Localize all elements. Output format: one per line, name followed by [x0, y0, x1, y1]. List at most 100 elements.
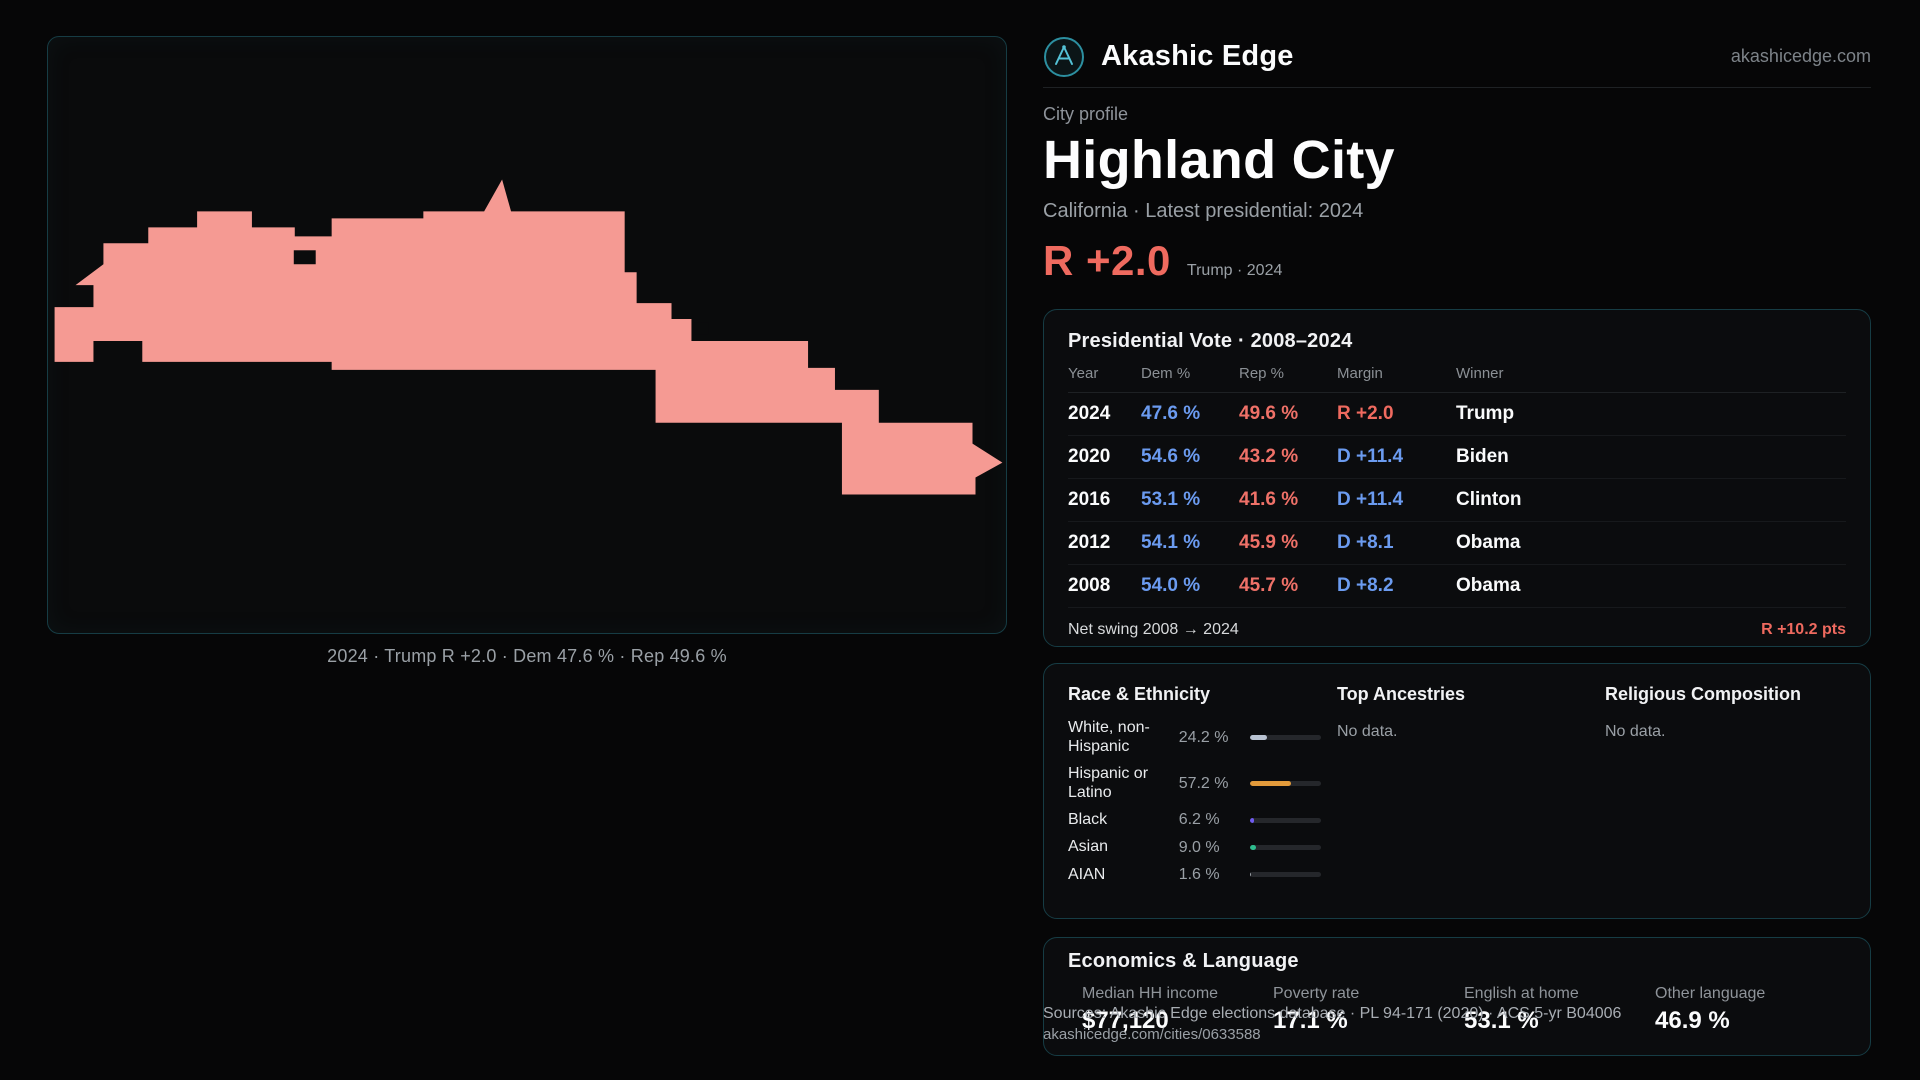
footer-sources: Sources: Akashic Edge elections database…: [1043, 1005, 1622, 1022]
stat-value: 17.1 %: [1273, 1007, 1348, 1035]
race-value: 57.2 %: [1178, 774, 1229, 792]
demographics-panel: Race & Ethnicity White, non-Hispanic 24.…: [1043, 663, 1871, 920]
vote-rep: 45.7 %: [1239, 575, 1299, 597]
city-title: Highland City: [1043, 130, 1395, 190]
stat-label: English at home: [1464, 985, 1579, 1003]
brand-logo-icon: [1044, 36, 1084, 77]
col-winner: Winner: [1456, 365, 1504, 383]
stat-value: $77,120: [1082, 1007, 1169, 1035]
vote-row: 2008 54.0 % 45.7 % D +8.2 Obama: [1068, 565, 1846, 609]
col-margin: Margin: [1337, 365, 1383, 383]
race-row: White, non-Hispanic 24.2 %: [1068, 719, 1321, 756]
race-label: AIAN: [1068, 865, 1106, 883]
race-bar: [1249, 872, 1321, 878]
vote-dem: 53.1 %: [1141, 489, 1201, 511]
header: Akashic Edge akashicedge.com: [1043, 36, 1871, 88]
vote-row: 2020 54.6 % 43.2 % D +11.4 Biden: [1068, 436, 1846, 480]
vote-row: 2012 54.1 % 45.9 % D +8.1 Obama: [1068, 522, 1846, 566]
stat-label: Median HH income: [1082, 985, 1219, 1003]
headline-margin-row: R +2.0 Trump · 2024: [1043, 237, 1871, 295]
stat-other-language: Other language 46.9 %: [1655, 985, 1846, 1035]
vote-winner: Trump: [1456, 403, 1515, 425]
vote-year: 2008: [1068, 575, 1111, 597]
vote-margin: D +8.1: [1337, 532, 1394, 554]
religion-no-data: No data.: [1605, 723, 1666, 741]
vote-dem: 54.6 %: [1141, 446, 1201, 468]
stat-value: 46.9 %: [1655, 1007, 1730, 1035]
race-label: Asian: [1068, 838, 1109, 856]
headline-margin-note: Trump · 2024: [1186, 262, 1283, 280]
map-hole: [694, 322, 709, 335]
city-map: [54, 179, 1003, 495]
vote-margin: D +11.4: [1337, 446, 1404, 468]
stat-value: 53.1 %: [1464, 1007, 1539, 1035]
presidential-vote-panel: Presidential Vote · 2008–2024 Year Dem %…: [1043, 309, 1871, 648]
city-shape: [54, 179, 1003, 495]
religious-composition-title: Religious Composition: [1605, 684, 1801, 705]
vote-rep: 41.6 %: [1239, 489, 1299, 511]
stat-english-at-home: English at home 53.1 %: [1464, 985, 1655, 1035]
economics-title: Economics & Language: [1068, 950, 1299, 973]
col-year: Year: [1068, 365, 1099, 383]
vote-margin: D +11.4: [1337, 489, 1404, 511]
vote-year: 2024: [1068, 403, 1111, 425]
race-value: 1.6 %: [1178, 865, 1220, 883]
vote-dem: 54.0 %: [1141, 575, 1201, 597]
city-subtitle: California · Latest presidential: 2024: [1043, 200, 1364, 223]
top-ancestries-title: Top Ancestries: [1337, 684, 1466, 705]
brand-name: Akashic Edge: [1101, 40, 1294, 72]
race-row: Hispanic or Latino 57.2 %: [1068, 765, 1321, 802]
top-ancestries-column: Top Ancestries No data.: [1337, 684, 1605, 898]
vote-dem: 47.6 %: [1141, 403, 1201, 425]
brand-domain-link[interactable]: akashicedge.com: [1730, 46, 1871, 66]
net-swing-label: Net swing 2008 → 2024: [1068, 621, 1239, 639]
race-ethnicity-column: Race & Ethnicity White, non-Hispanic 24.…: [1068, 684, 1337, 898]
headline-margin: R +2.0: [1043, 237, 1171, 285]
ancestries-no-data: No data.: [1337, 723, 1398, 741]
map-hole: [293, 250, 316, 265]
race-row: AIAN 1.6 %: [1068, 866, 1321, 884]
vote-row: 2024 47.6 % 49.6 % R +2.0 Trump: [1068, 393, 1846, 437]
race-row: Black 6.2 %: [1068, 811, 1321, 829]
economics-stats: Median HH income $77,120 Poverty rate 17…: [1068, 985, 1846, 1035]
net-swing-row: Net swing 2008 → 2024 R +10.2 pts: [1068, 608, 1846, 643]
right-column: Akashic Edge akashicedge.com City profil…: [1043, 36, 1871, 1057]
stat-label: Poverty rate: [1273, 985, 1360, 1003]
race-label: White, non-Hispanic: [1068, 719, 1150, 755]
net-swing-value: R +10.2 pts: [1761, 621, 1846, 639]
vote-dem: 54.1 %: [1141, 532, 1201, 554]
race-ethnicity-title: Race & Ethnicity: [1068, 684, 1211, 705]
race-value: 6.2 %: [1178, 811, 1220, 829]
stat-poverty-rate: Poverty rate 17.1 %: [1273, 985, 1464, 1035]
race-value: 24.2 %: [1178, 728, 1229, 746]
vote-table-header: Year Dem % Rep % Margin Winner: [1068, 365, 1846, 394]
vote-year: 2016: [1068, 489, 1111, 511]
race-bar: [1249, 817, 1321, 823]
page-kicker: City profile: [1043, 104, 1129, 124]
vote-rep: 49.6 %: [1239, 403, 1299, 425]
stat-label: Other language: [1655, 985, 1766, 1003]
footer: Sources: Akashic Edge elections database…: [1043, 1003, 1621, 1045]
vote-year: 2020: [1068, 446, 1111, 468]
vote-rep: 45.9 %: [1239, 532, 1299, 554]
footer-permalink[interactable]: akashicedge.com/cities/0633588: [1043, 1026, 1261, 1043]
race-label: Hispanic or Latino: [1068, 765, 1149, 801]
map-caption: 2024 · Trump R +2.0 · Dem 47.6 % · Rep 4…: [327, 646, 727, 666]
vote-rep: 43.2 %: [1239, 446, 1299, 468]
stat-median-income: Median HH income $77,120: [1082, 985, 1273, 1035]
vote-winner: Obama: [1456, 575, 1521, 597]
vote-row: 2016 53.1 % 41.6 % D +11.4 Clinton: [1068, 479, 1846, 523]
race-bar: [1249, 735, 1321, 741]
religious-composition-column: Religious Composition No data.: [1605, 684, 1846, 898]
race-bar: [1249, 781, 1321, 787]
economics-panel: Economics & Language Median HH income $7…: [1043, 937, 1871, 1057]
race-row: Asian 9.0 %: [1068, 838, 1321, 856]
vote-winner: Biden: [1456, 446, 1509, 468]
presidential-vote-title: Presidential Vote · 2008–2024: [1068, 330, 1353, 353]
col-rep: Rep %: [1239, 365, 1285, 383]
race-label: Black: [1068, 810, 1108, 828]
vote-year: 2012: [1068, 532, 1111, 554]
race-bar: [1249, 845, 1321, 851]
race-value: 9.0 %: [1178, 838, 1220, 856]
